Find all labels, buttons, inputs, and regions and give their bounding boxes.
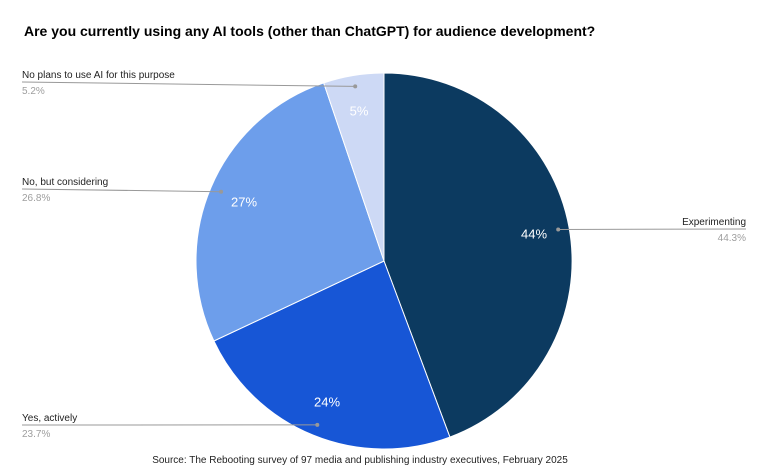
slice-percent-label: 5%	[349, 103, 369, 119]
source-note: Source: The Rebooting survey of 97 media…	[152, 455, 568, 466]
annotation-no-plans: No plans to use AI for this purpose 5.2%	[22, 69, 175, 98]
annotation-yes-actively: Yes, actively 23.7%	[22, 412, 77, 441]
annotation-label: Yes, actively	[22, 413, 78, 424]
annotation-label: Experimenting	[682, 217, 746, 228]
slice-percent-label: 24%	[313, 394, 341, 410]
annotation-no-but-considering: No, but considering 26.8%	[22, 176, 108, 205]
annotation-label: No, but considering	[22, 177, 109, 188]
leader-dot	[219, 189, 224, 194]
slice-percent-label: 44%	[520, 226, 548, 242]
annotation-label: No plans to use AI for this purpose	[22, 70, 175, 81]
annotation-experimenting: Experimenting 44.3%	[682, 216, 746, 245]
chart-title: Are you currently using any AI tools (ot…	[24, 23, 596, 39]
pie-slice-yes-actively	[213, 260, 451, 450]
leader-line	[558, 228, 747, 230]
leader-dot	[556, 227, 561, 232]
leader-dot	[353, 84, 358, 89]
leader-line	[21, 188, 222, 193]
pie-slice-experimenting	[383, 72, 573, 438]
pie-slice-no-plans-to-use-ai-for-this-purpose	[323, 72, 385, 262]
slice-percent-label: 27%	[230, 194, 258, 210]
annotation-value: 44.3%	[717, 233, 746, 244]
annotation-value: 23.7%	[22, 429, 51, 440]
annotation-value: 26.8%	[22, 193, 51, 204]
pie-slice-no-but-considering	[195, 82, 385, 342]
annotation-value: 5.2%	[22, 86, 45, 97]
leader-dot	[315, 422, 320, 427]
leader-line	[21, 81, 356, 87]
